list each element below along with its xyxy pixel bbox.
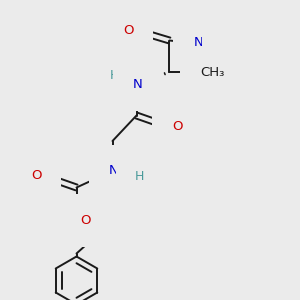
Text: H: H (220, 46, 230, 59)
Text: O: O (172, 119, 182, 133)
Text: NH: NH (193, 36, 213, 50)
Text: O: O (31, 169, 41, 182)
Text: O: O (80, 214, 91, 227)
Text: 2: 2 (215, 41, 221, 52)
Text: H: H (135, 170, 144, 184)
Text: O: O (123, 24, 134, 37)
Text: N: N (109, 164, 119, 178)
Text: CH₃: CH₃ (200, 65, 225, 79)
Text: H: H (109, 69, 119, 82)
Text: N: N (133, 78, 142, 91)
